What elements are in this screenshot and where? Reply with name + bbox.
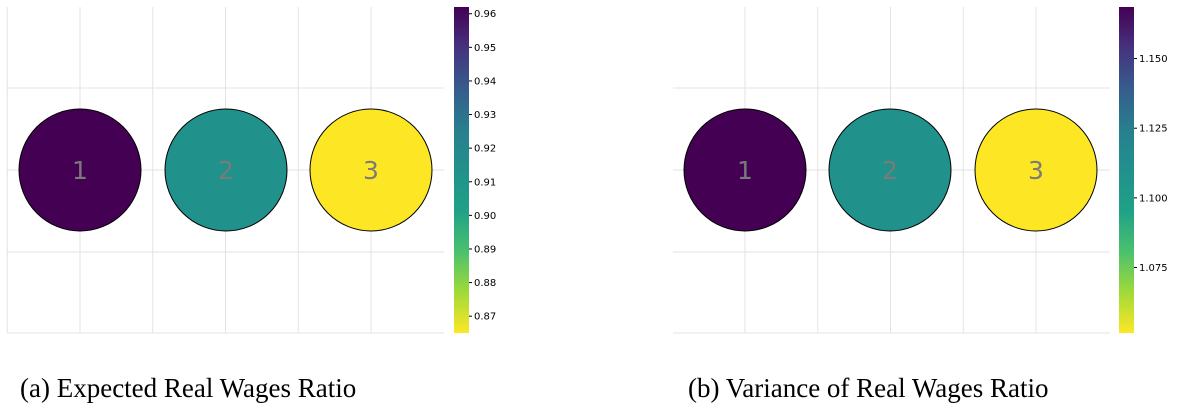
node-3 — [974, 108, 1098, 232]
colorbar-tick-label: 0.87 — [474, 312, 496, 323]
colorbar-tick-label: 0.94 — [474, 76, 496, 87]
nodes: 1 2 3 — [18, 108, 433, 232]
colorbar-tick-label: 0.95 — [474, 43, 496, 54]
colorbar-tick-label: 1.100 — [1139, 193, 1168, 204]
node-label-3: 3 — [1028, 156, 1044, 185]
colorbar: 0.87 0.88 0.89 0.90 0.91 0.92 0.93 0.94 0.95 0.96 — [454, 7, 496, 333]
colorbar: 1.075 1.100 1.125 1.150 — [1119, 7, 1168, 333]
node-1 — [683, 108, 807, 232]
node-label-3: 3 — [363, 156, 379, 185]
node-label-1: 1 — [737, 156, 753, 185]
colorbar-tick-label: 0.92 — [474, 144, 496, 155]
colorbar-tick-label: 0.90 — [474, 211, 496, 222]
panel-expected-real-wages: 1 2 3 0.87 0.88 0.89 0.90 0.91 0.92 0.93 0.94 0.95… — [6, 7, 496, 403]
node-label-2: 2 — [218, 156, 234, 185]
caption: (b) Variance of Real Wages Ratio — [688, 373, 1048, 403]
colorbar-tick-label: 1.075 — [1139, 263, 1168, 274]
panel-variance-real-wages: 1 2 3 1.075 1.100 1.125 1.150 (b) Variance of… — [673, 7, 1168, 403]
colorbar-tick-label: 0.89 — [474, 244, 496, 255]
colorbar-gradient — [1119, 7, 1134, 333]
colorbar-tick-label: 0.93 — [474, 110, 496, 121]
colorbar-tick-label: 1.125 — [1139, 124, 1168, 135]
node-label-1: 1 — [72, 156, 88, 185]
node-1 — [18, 108, 142, 232]
colorbar-tick-label: 0.96 — [474, 9, 496, 20]
node-2 — [164, 108, 288, 232]
colorbar-tick-label: 1.150 — [1139, 54, 1168, 65]
colorbar-tick-label: 0.88 — [474, 278, 496, 289]
colorbar-tick-label: 0.91 — [474, 177, 496, 188]
caption: (a) Expected Real Wages Ratio — [20, 373, 356, 403]
nodes: 1 2 3 — [683, 108, 1098, 232]
colorbar-gradient — [454, 7, 469, 333]
node-3 — [309, 108, 433, 232]
node-2 — [828, 108, 952, 232]
node-label-2: 2 — [882, 156, 898, 185]
